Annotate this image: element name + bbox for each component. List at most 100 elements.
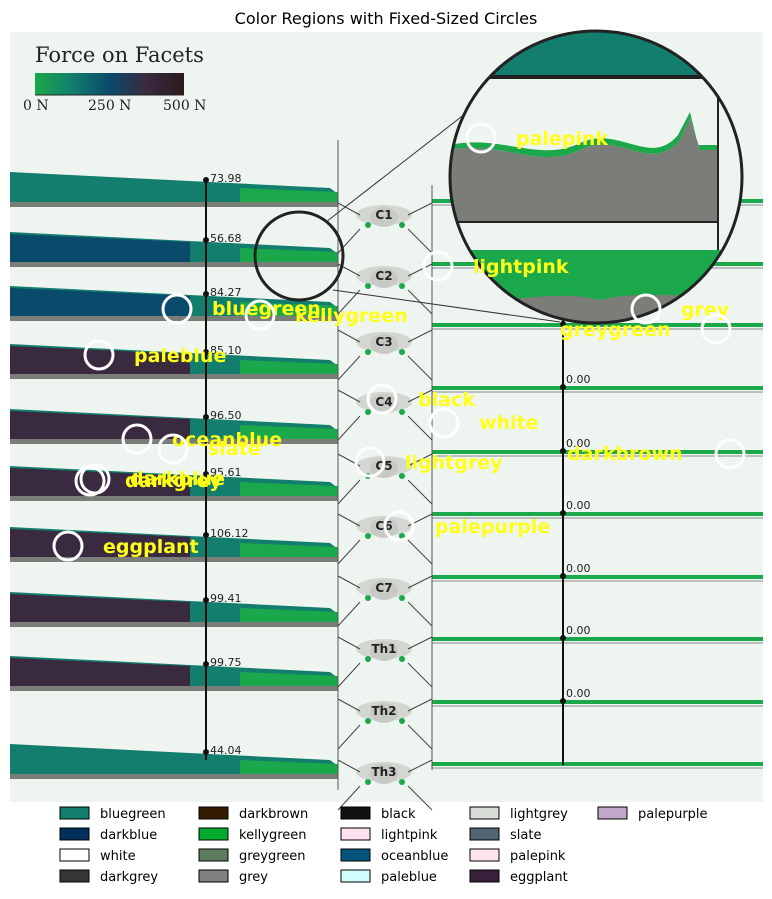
force-band-light [240,425,338,439]
vertebra: C7 [337,575,433,627]
baseline-bar [10,557,338,562]
zoom-link [325,109,471,223]
facet-right [399,222,405,228]
force-band-light [240,608,338,622]
value-label: 85.10 [210,344,242,357]
vertebra: Th1 [337,636,433,688]
vertebra-label: C3 [375,335,392,349]
legend-label: kellygreen [239,828,307,843]
legend-item: darkgrey [59,869,158,885]
facet-left [365,283,371,289]
annotation-circle [74,465,106,497]
zoom-divider [450,75,742,79]
annotation: kellygreen [244,299,408,331]
annotation-label: paleblue [134,345,226,367]
right-value-label: 0.00 [566,437,591,450]
connector [407,539,433,565]
legend-swatch [597,806,628,820]
right-band [432,323,763,327]
annotation-label: darkgrey [125,470,222,492]
vertebra-label: Th3 [371,765,396,779]
annotation: black [366,383,475,415]
facet-right [399,718,405,724]
baseline-bar [10,374,338,379]
connector [337,329,361,343]
vertebra-core [370,334,398,354]
legend-label: eggplant [510,870,568,885]
baseline-bar [10,622,338,627]
connector [407,759,433,773]
colorbar-title: Force on Facets [35,43,204,67]
annotation-circle [383,510,415,542]
baseline-bar [10,316,338,321]
connector [407,453,433,467]
annotation-label: slate [208,438,261,460]
right-band [432,575,763,579]
force-row: 84.27 [10,286,338,321]
connector [337,539,361,565]
legend: bluegreen darkblue white darkgrey darkbrown k… [59,806,708,885]
force-band-light [240,672,338,686]
legend-label: grey [239,870,268,885]
colorbar-tick-2: 500 N [163,98,206,114]
legend-swatch [198,827,229,841]
vertebra-core [370,268,398,288]
annotation-circle [630,293,662,325]
facet-right [399,473,405,479]
annotation-circle [422,250,454,282]
zoom-green-edge [450,112,718,158]
annotation-circle [465,122,497,154]
force-band-dark [10,658,190,686]
right-row: 0.00 [432,624,763,644]
facet-left [365,533,371,539]
annotation: eggplant [52,530,199,562]
legend-label: palepink [510,849,566,864]
force-row: 95.61 [10,466,338,501]
legend-label: lightpink [381,828,438,843]
vertebra-label: C4 [375,395,392,409]
force-band-light [240,248,338,262]
legend-swatch [469,869,500,883]
connector [407,662,433,688]
legend-label: darkgrey [100,870,158,885]
vertebra-core [370,764,398,784]
annotation-label: lightpink [473,256,569,278]
legend-item: greygreen [198,848,306,864]
annotation: darkgrey [74,465,222,497]
force-row: 99.41 [10,592,338,627]
value-label: 95.61 [210,466,242,479]
force-band-light [240,360,338,374]
force-band-light [240,302,338,316]
annotation-circle [161,293,193,325]
legend-item: lightgrey [469,806,568,822]
connector [337,785,361,811]
legend-swatch [59,869,90,883]
connector [337,355,361,381]
connector [337,575,361,589]
legend-label: darkbrown [239,807,308,822]
connector [337,662,361,688]
colorbar-gradient [35,73,184,95]
force-band-dark [10,411,190,439]
connector [337,202,361,216]
vertebra: C2 [337,263,433,315]
legend-label: darkblue [100,828,157,843]
annotation-circle [366,383,398,415]
facet-right [399,409,405,415]
legend-swatch [59,827,90,841]
connector [337,479,361,505]
vertebra-label: C2 [375,269,392,283]
legend-item: lightpink [340,827,438,843]
annotation-label: white [479,412,539,434]
legend-swatch [59,848,90,862]
value-label: 99.75 [210,656,242,669]
vertebra: Th3 [337,759,433,811]
facet-left [365,779,371,785]
legend-swatch [59,806,90,820]
value-label: 96.50 [210,409,242,422]
connector [407,785,433,811]
legend-item: kellygreen [198,827,307,843]
connector [337,601,361,627]
right-value-label: 0.00 [566,687,591,700]
